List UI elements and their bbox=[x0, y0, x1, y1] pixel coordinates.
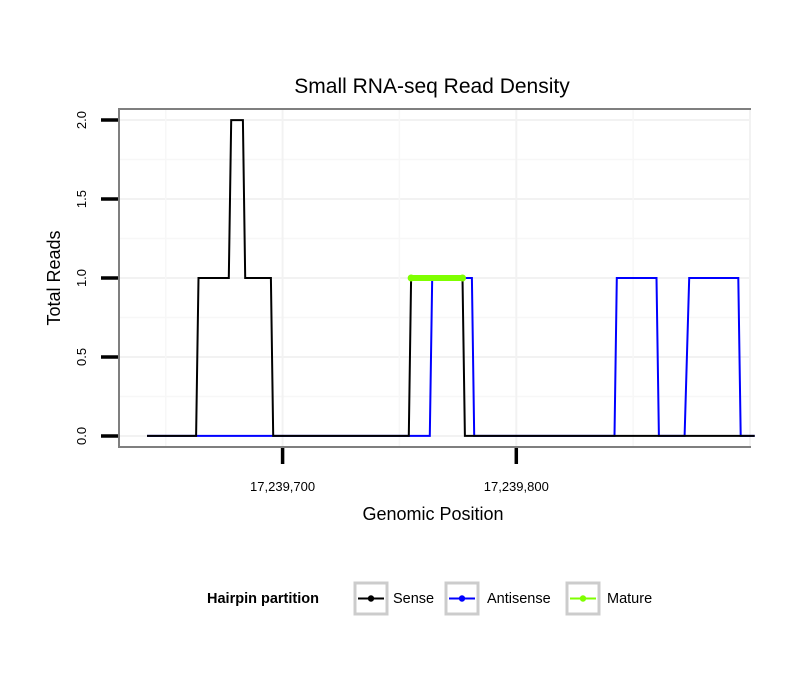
y-tick-label: 0.5 bbox=[74, 348, 89, 366]
series-point-mature bbox=[407, 274, 415, 282]
y-tick-label: 2.0 bbox=[74, 111, 89, 129]
x-axis-label: Genomic Position bbox=[362, 504, 503, 524]
legend-key-point bbox=[579, 595, 587, 602]
y-tick-label: 1.0 bbox=[74, 269, 89, 287]
y-tick-label: 0.0 bbox=[74, 427, 89, 445]
y-tick-label: 1.5 bbox=[74, 190, 89, 208]
series-point-mature bbox=[459, 274, 467, 282]
legend-key-point bbox=[458, 595, 466, 602]
y-axis-label: Total Reads bbox=[44, 230, 64, 325]
legend: Hairpin partition Sense Antisense Mature bbox=[207, 581, 652, 616]
legend-label-sense: Sense bbox=[393, 591, 434, 607]
x-tick-label: 17,239,800 bbox=[484, 479, 549, 494]
legend-title: Hairpin partition bbox=[207, 591, 319, 607]
legend-key-point bbox=[367, 595, 375, 602]
chart-title: Small RNA-seq Read Density bbox=[294, 75, 570, 98]
legend-label-antisense: Antisense bbox=[487, 591, 551, 607]
series-group bbox=[147, 119, 755, 437]
legend-label-mature: Mature bbox=[607, 591, 652, 607]
x-axis: 17,239,700 17,239,800 bbox=[250, 448, 549, 494]
x-tick-label: 17,239,700 bbox=[250, 479, 315, 494]
y-axis: 0.0 0.5 1.0 1.5 2.0 bbox=[74, 111, 118, 445]
